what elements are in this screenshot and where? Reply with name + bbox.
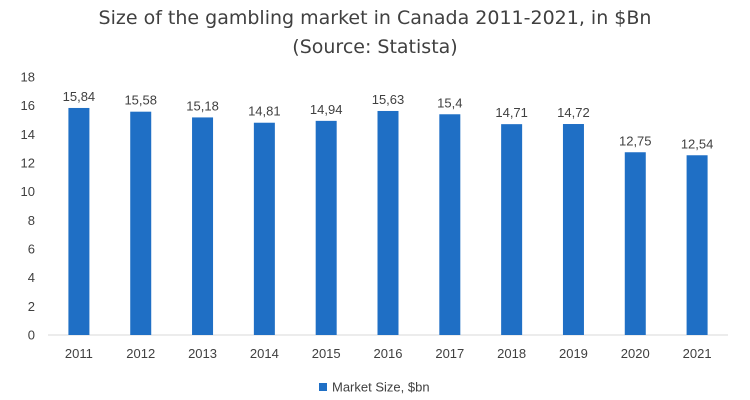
bar: [130, 111, 152, 335]
legend-label: Market Size, $bn: [332, 380, 430, 395]
data-label: 15,84: [63, 89, 96, 104]
chart-subtitle-text: (Source: Statista): [292, 36, 458, 58]
y-tick-label: 8: [28, 213, 35, 228]
data-label: 12,54: [681, 136, 714, 151]
bar: [192, 117, 214, 335]
bar: [377, 110, 399, 335]
y-tick-label: 18: [21, 70, 35, 85]
x-tick-label: 2011: [65, 346, 93, 361]
bar: [562, 124, 584, 335]
data-label: 14,71: [495, 105, 528, 120]
y-tick-label: 2: [28, 299, 35, 314]
x-tick-label: 2018: [497, 346, 526, 361]
x-tick-label: 2016: [374, 346, 403, 361]
x-tick-label: 2012: [126, 346, 155, 361]
legend-swatch: [319, 383, 327, 391]
data-label: 14,81: [248, 104, 281, 119]
y-tick-label: 16: [21, 98, 35, 113]
data-label: 15,4: [437, 95, 462, 110]
y-tick-label: 6: [28, 242, 35, 257]
bar: [624, 152, 646, 335]
x-tick-label: 2017: [435, 346, 464, 361]
x-tick-label: 2020: [621, 346, 650, 361]
data-label: 15,18: [186, 98, 219, 113]
bar: [253, 122, 275, 336]
chart-title-text: Size of the gambling market in Canada 20…: [98, 7, 652, 29]
x-tick-label: 2014: [250, 346, 279, 361]
bar: [68, 107, 90, 336]
y-tick-label: 4: [28, 270, 35, 285]
x-tick-label: 2015: [312, 346, 341, 361]
bar: [501, 124, 523, 335]
y-tick-label: 14: [21, 127, 35, 142]
bar: [439, 114, 461, 336]
data-label: 15,63: [372, 92, 405, 107]
y-tick-label: 10: [21, 184, 35, 199]
data-label: 14,72: [557, 105, 590, 120]
x-tick-label: 2021: [683, 346, 712, 361]
data-label: 14,94: [310, 102, 343, 117]
x-tick-label: 2013: [188, 346, 217, 361]
data-label: 12,75: [619, 133, 652, 148]
y-tick-label: 0: [28, 328, 35, 343]
y-tick-label: 12: [21, 156, 35, 171]
bar: [686, 155, 708, 335]
data-label: 15,58: [124, 93, 157, 108]
bar: [315, 120, 337, 335]
x-tick-label: 2019: [559, 346, 588, 361]
chart-title: Size of the gambling market in Canada 20…: [0, 4, 750, 62]
